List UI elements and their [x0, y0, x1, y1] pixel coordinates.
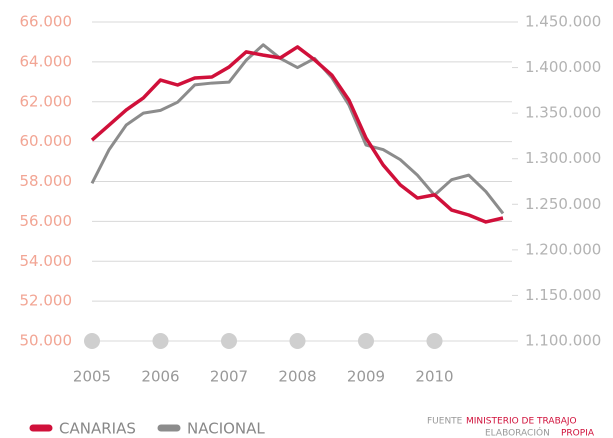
legend-label: NACIONAL: [187, 420, 265, 438]
y2-tick-label: 1.400.000: [525, 58, 601, 76]
source-name: PROPIA: [561, 429, 595, 438]
x-tick-label: 2006: [141, 368, 179, 386]
line-series: [90, 45, 504, 224]
x-tick-dot: [152, 333, 169, 349]
y2-tick-label: 1.200.000: [525, 240, 601, 258]
source-label: FUENTE: [427, 417, 463, 427]
x-tick-dot: [84, 333, 100, 349]
x-tick-label: 2007: [210, 368, 248, 386]
y-tick-label: 54.000: [20, 252, 73, 270]
x-tick-label: 2010: [415, 368, 453, 386]
y-tick-label: 64.000: [20, 52, 73, 70]
source-label: ELABORACIÓN: [485, 427, 550, 438]
y2-tick-label: 1.250.000: [525, 195, 601, 213]
y-tick-label: 66.000: [20, 13, 73, 31]
x-tick-label: 2005: [73, 368, 111, 386]
y-tick-label: 62.000: [20, 92, 73, 110]
x-tick-dot: [221, 333, 237, 349]
line-series: [90, 43, 505, 215]
legend-label: CANARIAS: [59, 420, 136, 438]
y-tick-label: 58.000: [20, 172, 73, 190]
x-tick-dot: [358, 333, 374, 349]
y2-tick-label: 1.100.000: [525, 332, 601, 350]
source-name: MINISTERIO DE TRABAJO: [466, 417, 577, 427]
y2-tick-label: 1.450.000: [525, 13, 601, 31]
y-tick-label: 56.000: [20, 212, 73, 230]
x-tick-label: 2009: [347, 368, 385, 386]
x-tick-dot: [426, 333, 443, 349]
y-tick-label: 60.000: [20, 132, 73, 150]
y-tick-label: 50.000: [20, 332, 73, 350]
y2-tick-label: 1.300.000: [525, 149, 601, 167]
y2-tick-label: 1.150.000: [525, 286, 601, 304]
y-tick-label: 52.000: [20, 292, 73, 310]
x-tick-dot: [289, 333, 306, 349]
x-tick-label: 2008: [278, 368, 316, 386]
y2-tick-label: 1.350.000: [525, 104, 601, 122]
